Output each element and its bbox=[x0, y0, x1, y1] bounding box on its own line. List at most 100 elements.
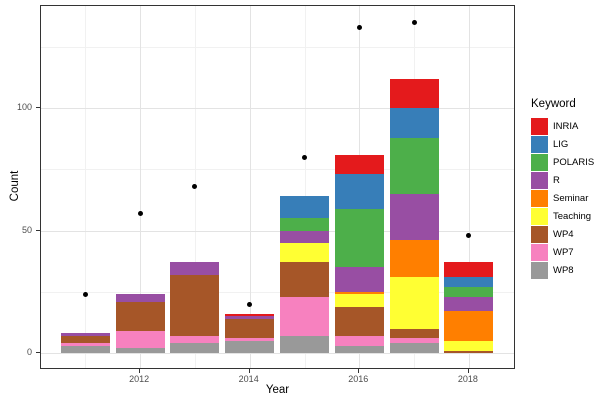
gridline-x-minor bbox=[85, 6, 87, 368]
bar-segment-wp4-2014 bbox=[225, 318, 275, 339]
x-tick-mark bbox=[467, 369, 469, 373]
bar-segment-polaris-2015 bbox=[280, 218, 329, 231]
gridline-y-minor bbox=[41, 169, 514, 171]
bar-segment-wp7-2015 bbox=[280, 296, 329, 336]
data-point-2016 bbox=[356, 25, 362, 31]
bar-segment-wp7-2017 bbox=[389, 338, 439, 344]
bar-segment-wp7-2011 bbox=[60, 343, 110, 346]
gridline-y-major bbox=[41, 353, 514, 354]
bar-segment-lig-2016 bbox=[334, 174, 384, 209]
bar-segment-lig-2017 bbox=[389, 108, 439, 138]
y-tick-label: 0 bbox=[26, 347, 32, 357]
legend-swatch-wp4 bbox=[531, 226, 548, 244]
bar-segment-wp8-2015 bbox=[280, 335, 329, 353]
legend-label-seminar: Seminar bbox=[553, 193, 589, 205]
bar-segment-inria-2017 bbox=[389, 78, 439, 109]
legend-item-inria: INRIA bbox=[531, 118, 594, 136]
legend-item-wp7: WP7 bbox=[531, 244, 594, 262]
bar-segment-wp4-2018 bbox=[444, 350, 494, 353]
bar-segment-polaris-2018 bbox=[444, 286, 494, 297]
gridline-x-major bbox=[468, 6, 470, 368]
bar-segment-seminar-2016 bbox=[334, 291, 384, 295]
bar-segment-wp8-2014 bbox=[225, 340, 275, 353]
data-point-2017 bbox=[411, 20, 417, 26]
legend-item-lig: LIG bbox=[531, 136, 594, 154]
legend-label-wp4: WP4 bbox=[553, 229, 574, 241]
bar-segment-inria-2018 bbox=[444, 262, 494, 278]
legend-label-teaching: Teaching bbox=[553, 211, 592, 223]
bar-segment-wp4-2016 bbox=[334, 306, 384, 336]
legend-swatch-wp7 bbox=[531, 244, 548, 262]
y-tick-mark bbox=[36, 107, 40, 109]
legend-label-r: R bbox=[553, 175, 560, 187]
legend: Keyword INRIA LIG POLARIS R Seminar Teaching W… bbox=[531, 98, 594, 280]
data-point-2014 bbox=[247, 301, 253, 307]
bar-segment-wp8-2011 bbox=[60, 345, 110, 353]
bar-segment-wp7-2012 bbox=[115, 330, 165, 349]
bar-segment-wp4-2015 bbox=[280, 262, 329, 297]
bar-segment-wp4-2013 bbox=[170, 274, 220, 336]
bar-segment-seminar-2018 bbox=[444, 311, 494, 341]
bar-segment-r-2017 bbox=[389, 193, 439, 241]
legend-swatch-lig bbox=[531, 136, 548, 154]
legend-item-polaris: POLARIS bbox=[531, 154, 595, 172]
bar-segment-wp4-2017 bbox=[389, 328, 439, 339]
bar-segment-polaris-2016 bbox=[334, 208, 384, 268]
y-tick-label: 100 bbox=[16, 102, 32, 113]
bar-segment-r-2011 bbox=[60, 333, 110, 336]
legend-swatch-teaching bbox=[531, 208, 548, 226]
bar-segment-polaris-2017 bbox=[389, 137, 439, 194]
bar-segment-teaching-2017 bbox=[389, 277, 439, 329]
bar-segment-lig-2018 bbox=[444, 277, 494, 287]
data-point-2012 bbox=[137, 211, 143, 217]
bar-segment-wp8-2012 bbox=[115, 348, 165, 353]
x-tick-mark bbox=[358, 369, 360, 373]
y-axis-title: Count bbox=[9, 170, 21, 202]
legend-item-seminar: Seminar bbox=[531, 190, 594, 208]
legend-swatch-wp8 bbox=[531, 262, 548, 280]
bar-segment-r-2014 bbox=[225, 316, 275, 319]
bar-segment-wp7-2016 bbox=[334, 335, 384, 346]
gridline-x-minor bbox=[304, 6, 306, 368]
legend-swatch-r bbox=[531, 172, 548, 190]
bar-segment-wp7-2013 bbox=[170, 335, 220, 344]
plot-panel bbox=[40, 5, 515, 369]
legend-item-teaching: Teaching bbox=[531, 208, 594, 226]
data-point-2015 bbox=[302, 154, 307, 160]
legend-label-wp8: WP8 bbox=[553, 265, 574, 277]
legend-items: INRIA LIG POLARIS R Seminar Teaching WP4 WP7 WP8 bbox=[531, 118, 595, 280]
gridline-x-major bbox=[140, 6, 142, 368]
legend-title: Keyword bbox=[531, 98, 576, 110]
bar-segment-lig-2015 bbox=[280, 196, 329, 219]
bar-segment-inria-2014 bbox=[225, 313, 275, 317]
legend-label-polaris: POLARIS bbox=[553, 157, 595, 169]
x-tick-mark bbox=[139, 369, 141, 373]
bar-segment-wp4-2011 bbox=[60, 335, 110, 344]
data-point-2013 bbox=[192, 184, 198, 190]
data-point-2018 bbox=[466, 233, 472, 239]
bar-segment-r-2013 bbox=[170, 262, 220, 275]
y-tick-mark bbox=[36, 352, 40, 353]
gridline-y-minor bbox=[41, 291, 514, 293]
bar-segment-wp8-2017 bbox=[389, 343, 439, 353]
x-tick-label: 2012 bbox=[129, 374, 150, 384]
legend-label-wp7: WP7 bbox=[553, 247, 574, 259]
legend-swatch-polaris bbox=[531, 154, 548, 172]
bar-segment-teaching-2015 bbox=[280, 242, 329, 263]
bar-segment-wp7-2014 bbox=[225, 338, 275, 341]
gridline-y-minor bbox=[41, 47, 514, 49]
x-tick-mark bbox=[248, 369, 250, 373]
legend-swatch-inria bbox=[531, 118, 548, 136]
legend-label-inria: INRIA bbox=[553, 121, 579, 133]
bar-segment-inria-2016 bbox=[334, 154, 384, 175]
legend-item-wp4: WP4 bbox=[531, 226, 594, 244]
bar-segment-teaching-2018 bbox=[444, 340, 494, 351]
y-tick-label: 50 bbox=[21, 224, 32, 235]
gridline-x-major bbox=[249, 6, 251, 368]
gridline-y-major bbox=[41, 108, 514, 110]
legend-item-wp8: WP8 bbox=[531, 262, 594, 280]
bar-segment-r-2018 bbox=[444, 296, 494, 312]
bar-segment-wp4-2012 bbox=[115, 301, 165, 331]
bar-segment-teaching-2016 bbox=[334, 294, 384, 307]
